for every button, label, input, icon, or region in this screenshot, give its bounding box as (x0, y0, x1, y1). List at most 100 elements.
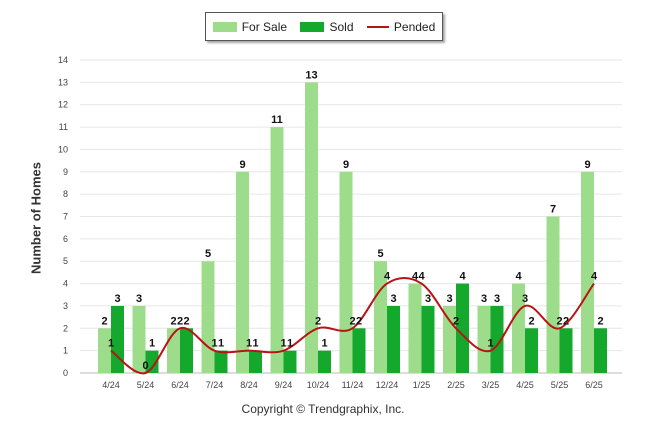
x-tick-label: 8/24 (240, 380, 258, 390)
data-label-pended-5-25: 2 (556, 315, 562, 327)
x-tick-label: 6/24 (171, 380, 189, 390)
bar-for-sale-11-24[interactable] (339, 171, 353, 373)
series-line-pended[interactable] (110, 276, 595, 375)
data-label-sold-8-24: 1 (252, 338, 258, 350)
bar-sold-1-25[interactable] (421, 305, 435, 373)
y-axis-label: Number of Homes (28, 162, 44, 274)
y-tick-label: 13 (58, 77, 68, 87)
data-label-for-sale-6-25: 9 (584, 159, 590, 171)
y-tick-label: 3 (63, 301, 68, 311)
data-label-pended-6-24: 2 (177, 315, 183, 327)
data-label-pended-2-25: 2 (453, 315, 459, 327)
data-label-sold-12-24: 3 (390, 293, 396, 305)
data-label-sold-4-25: 2 (528, 315, 534, 327)
y-tick-label: 2 (63, 323, 68, 333)
bar-sold-2-25[interactable] (456, 283, 469, 373)
legend-label-sold: Sold (329, 19, 354, 34)
data-label-pended-9-24: 1 (280, 338, 286, 350)
y-tick-label: 1 (63, 346, 68, 356)
copyright-credit: Copyright © Trendgraphix, Inc. (241, 402, 405, 416)
y-tick-label: 0 (63, 368, 68, 378)
data-label-sold-1-25: 3 (425, 293, 431, 305)
y-tick-label: 5 (63, 256, 68, 266)
y-tick-label: 11 (59, 122, 68, 132)
bar-for-sale-4-24[interactable] (98, 328, 111, 373)
bars (98, 82, 607, 373)
data-label-for-sale-4-24: 2 (101, 315, 107, 327)
data-label-for-sale-6-24: 2 (170, 315, 176, 327)
data-label-sold-2-25: 4 (459, 271, 466, 283)
bar-for-sale-5-25[interactable] (546, 216, 560, 374)
legend-swatch-for-sale (212, 21, 237, 32)
data-label-for-sale-10-24: 13 (305, 69, 317, 81)
data-label-for-sale-8-24: 9 (239, 159, 245, 171)
x-tick-label: 7/24 (206, 380, 224, 390)
y-tick-label: 8 (63, 189, 68, 199)
y-tick-label: 10 (58, 144, 68, 154)
bar-sold-10-24[interactable] (318, 350, 331, 373)
bar-sold-4-24[interactable] (111, 305, 124, 373)
data-label-pended-7-24: 1 (211, 338, 217, 350)
bar-sold-12-24[interactable] (387, 305, 400, 373)
bar-for-sale-3-25[interactable] (477, 305, 491, 373)
y-tick-label: 14 (58, 55, 68, 65)
x-tick-label: 10/24 (307, 380, 330, 390)
bar-for-sale-5-24[interactable] (132, 305, 146, 373)
data-label-sold-10-24: 1 (321, 338, 327, 350)
bar-for-sale-10-24[interactable] (305, 82, 318, 373)
data-label-for-sale-11-24: 9 (343, 159, 349, 171)
x-tick-label: 5/24 (137, 380, 155, 390)
legend-item-sold[interactable]: Sold (300, 19, 354, 34)
legend-swatch-pended (366, 25, 389, 28)
y-tick-label: 12 (58, 100, 68, 110)
bar-for-sale-7-24[interactable] (201, 261, 215, 373)
y-tick-label: 6 (63, 234, 68, 244)
legend-item-pended[interactable]: Pended (366, 19, 436, 34)
pended-line-layer (110, 276, 595, 375)
legend-label-for-sale: For Sale (241, 19, 288, 34)
data-label-for-sale-2-25: 3 (446, 293, 452, 305)
x-tick-label: 1/25 (413, 380, 431, 390)
bar-sold-5-25[interactable] (559, 328, 573, 373)
bar-for-sale-2-25[interactable] (443, 305, 456, 373)
data-label-pended-6-25: 4 (591, 271, 598, 283)
bar-for-sale-8-24[interactable] (236, 171, 249, 373)
bar-sold-6-25[interactable] (594, 328, 607, 373)
legend-item-for-sale[interactable]: For Sale (212, 19, 288, 34)
data-label-pended-4-24: 1 (108, 338, 114, 350)
bar-sold-3-25[interactable] (490, 305, 504, 373)
bar-sold-4-25[interactable] (525, 328, 538, 373)
x-tick-label: 4/25 (516, 380, 534, 390)
bar-sold-5-24[interactable] (145, 350, 159, 373)
bar-sold-9-24[interactable] (283, 350, 297, 373)
data-label-sold-6-25: 2 (597, 315, 603, 327)
x-tick-label: 6/25 (585, 380, 603, 390)
y-tick-label: 9 (63, 167, 68, 177)
legend-label-pended: Pended (393, 19, 436, 34)
bar-for-sale-12-24[interactable] (374, 261, 387, 373)
bar-for-sale-9-24[interactable] (270, 127, 284, 373)
legend: For Sale Sold Pended (205, 12, 443, 41)
bar-sold-6-24[interactable] (180, 328, 193, 373)
data-label-sold-6-24: 2 (183, 315, 189, 327)
bar-sold-11-24[interactable] (352, 328, 366, 373)
x-tick-label: 11/24 (342, 380, 364, 390)
x-tick-label: 4/24 (102, 380, 120, 390)
legend-swatch-sold (300, 21, 325, 32)
data-label-pended-5-24: 0 (142, 360, 148, 372)
data-label-pended-1-25: 4 (418, 271, 425, 283)
bar-sold-8-24[interactable] (249, 350, 262, 373)
bar-for-sale-6-25[interactable] (581, 171, 594, 373)
y-tick-label: 4 (63, 279, 68, 289)
bar-sold-7-24[interactable] (214, 350, 228, 373)
data-label-sold-3-25: 3 (494, 293, 500, 305)
x-tick-label: 9/24 (275, 380, 293, 390)
x-tick-label: 12/24 (376, 380, 399, 390)
bar-for-sale-1-25[interactable] (408, 283, 422, 373)
bar-for-sale-4-25[interactable] (512, 283, 525, 373)
data-label-sold-11-24: 2 (356, 315, 362, 327)
data-label-pended-10-24: 2 (315, 315, 321, 327)
data-label-pended-4-25: 3 (522, 293, 528, 305)
